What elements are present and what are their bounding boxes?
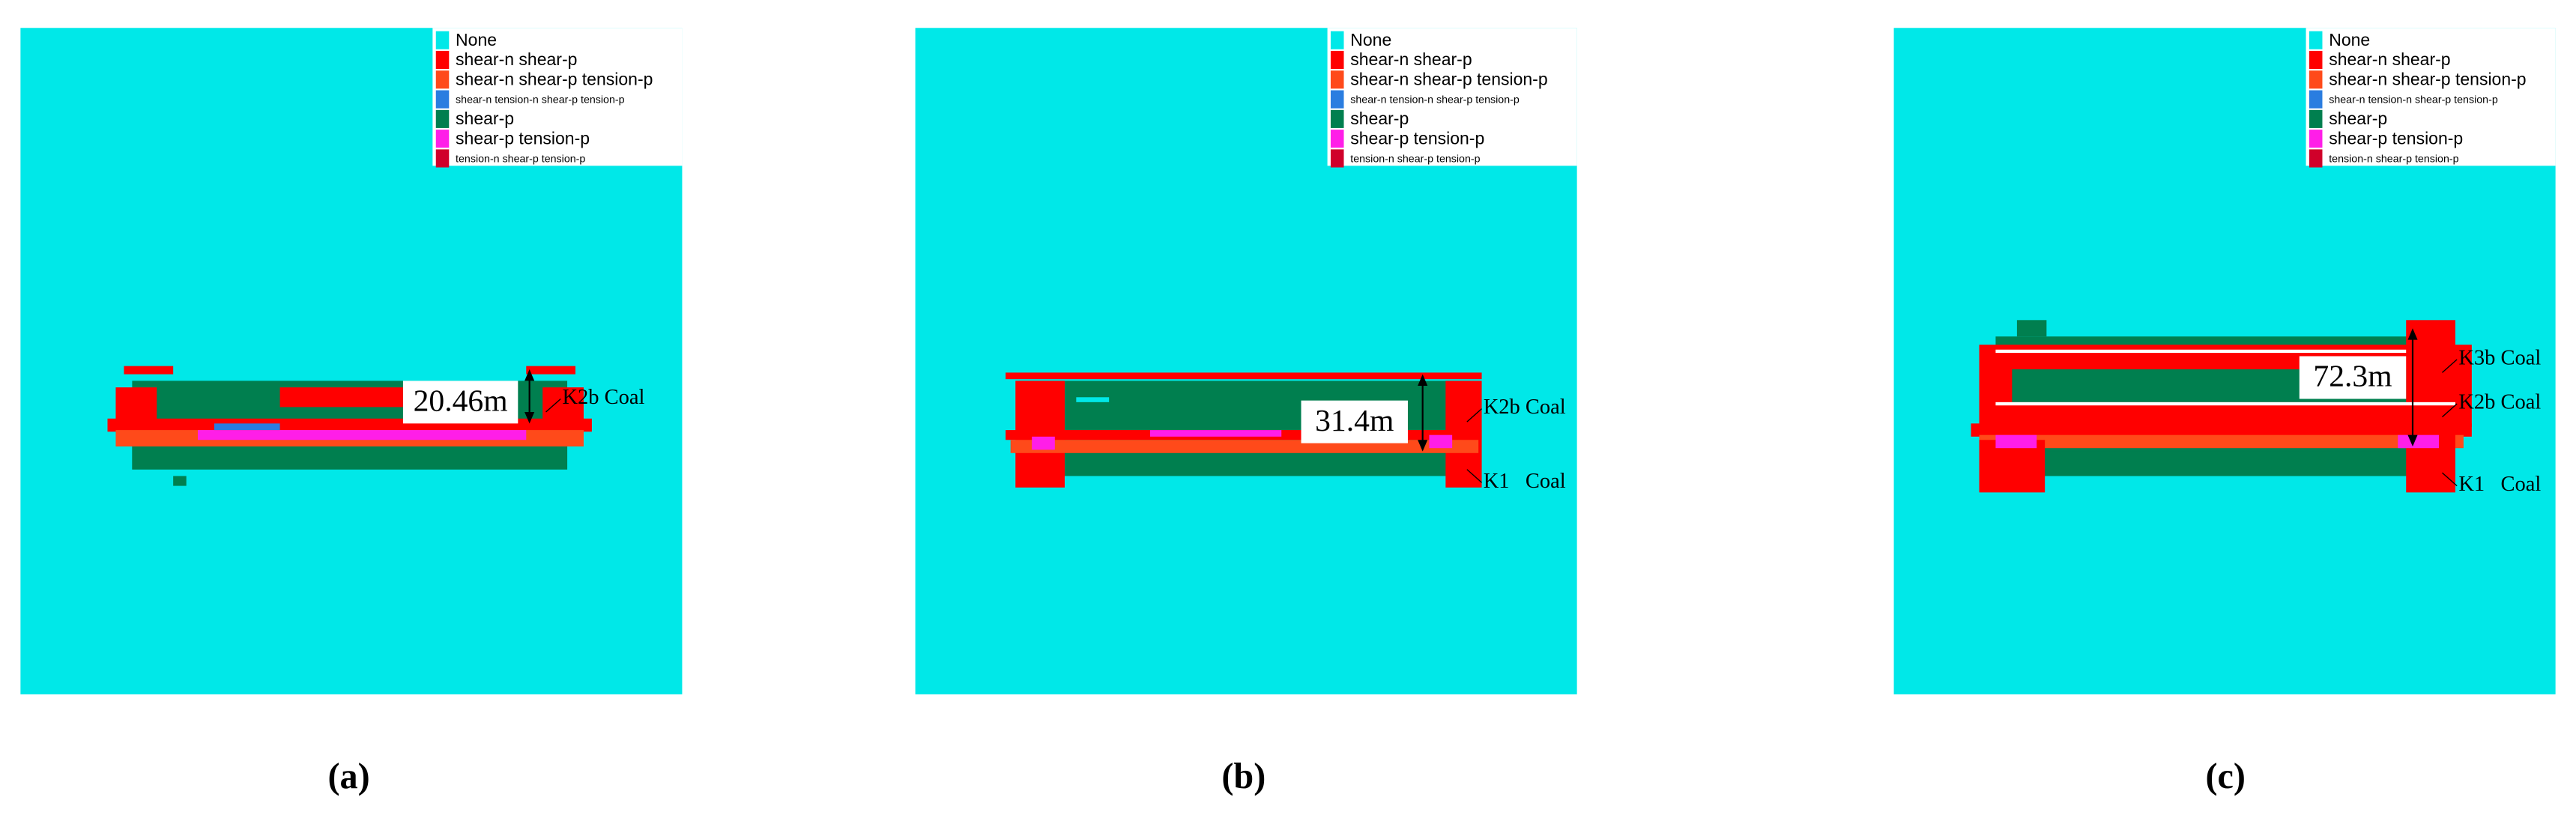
legend-label: None — [456, 30, 497, 49]
panel-caption: (b) — [1221, 757, 1266, 796]
legend-label: shear-n shear-p — [2329, 49, 2450, 69]
seam-pointer — [2442, 359, 2458, 373]
seam-label: K2b Coal — [1484, 396, 1566, 419]
thickness-label: 31.4m — [1315, 404, 1394, 438]
seam-label: K2b Coal — [562, 386, 644, 409]
plastic-zone — [1979, 440, 2046, 493]
legend-label: shear-p — [456, 109, 514, 128]
legend-label: None — [2329, 30, 2370, 49]
legend-background — [1327, 28, 1577, 166]
legend-swatch — [1330, 50, 1344, 70]
plastic-zone — [1076, 397, 1110, 402]
legend-swatch — [1330, 109, 1344, 128]
legend-swatch — [1330, 70, 1344, 89]
legend-label: shear-n tension-n shear-p tension-p — [456, 94, 625, 106]
legend-label: shear-n shear-p tension-p — [456, 69, 653, 88]
plastic-zone — [526, 366, 576, 375]
seam-pointer — [1466, 408, 1483, 422]
legend-label: shear-n shear-p tension-p — [1350, 69, 1547, 88]
plastic-zone — [115, 387, 157, 420]
plastic-zone — [1032, 436, 1055, 450]
plastic-zone — [1971, 423, 2472, 437]
seam-label: K1 Coal — [1484, 470, 1566, 493]
plastic-zone — [1995, 349, 2407, 354]
legend-swatch — [2309, 90, 2323, 109]
legend-label: shear-n shear-p — [456, 49, 577, 69]
legend-label: tension-n shear-p tension-p — [1350, 153, 1480, 165]
legend-label: shear-p tension-p — [2329, 128, 2463, 148]
plastic-zone — [542, 387, 584, 420]
legend-label: shear-p tension-p — [1350, 128, 1484, 148]
plastic-zone — [1995, 434, 2037, 449]
legend-swatch — [2309, 31, 2323, 49]
legend-swatch — [2309, 130, 2323, 148]
legend-swatch — [2309, 109, 2323, 128]
plastic-zone — [2406, 320, 2455, 493]
plastic-zone — [124, 366, 174, 375]
plastic-zone — [107, 418, 592, 432]
plastic-zone — [198, 430, 527, 440]
seam-label: K1 Coal — [2458, 473, 2541, 496]
seam-pointer — [1466, 469, 1483, 483]
legend-swatch — [435, 50, 450, 70]
plastic-zone — [1995, 451, 2455, 476]
legend-swatch — [2309, 149, 2323, 168]
thickness-box — [1301, 400, 1408, 443]
panel-caption: (c) — [2205, 757, 2245, 796]
legend-swatch — [1330, 149, 1344, 168]
legend-swatch — [435, 109, 450, 128]
legend-swatch — [1330, 90, 1344, 109]
plastic-zone — [279, 387, 403, 408]
seam-label: K3b Coal — [2458, 346, 2541, 369]
panel-caption: (a) — [328, 757, 370, 796]
legend-label: shear-n shear-p — [1350, 49, 1472, 69]
legend-swatch — [435, 31, 450, 49]
plastic-zone — [1979, 434, 2464, 449]
legend-swatch — [2309, 50, 2323, 70]
plastic-zone — [1995, 402, 2455, 406]
legend-swatch — [435, 130, 450, 148]
legend-swatch — [1330, 31, 1344, 49]
legend-label: None — [1350, 30, 1391, 49]
legend-swatch — [435, 90, 450, 109]
legend-swatch — [435, 149, 450, 168]
thickness-label: 72.3m — [2313, 360, 2392, 394]
thickness-box — [2299, 356, 2407, 399]
legend-label: tension-n shear-p tension-p — [2329, 153, 2458, 165]
seam-pointer — [2442, 472, 2458, 487]
plastic-zone — [1149, 430, 1282, 437]
seam-pointer — [545, 398, 561, 413]
legend-background — [2306, 28, 2556, 166]
plastic-zone — [1429, 434, 1453, 449]
thickness-box — [402, 381, 518, 424]
plastic-zone — [1006, 372, 1482, 380]
plastic-zone — [132, 446, 568, 470]
legend-swatch — [1330, 130, 1344, 148]
legend-label: shear-n tension-n shear-p tension-p — [2329, 94, 2498, 106]
legend-label: shear-p tension-p — [456, 128, 590, 148]
thickness-label: 20.46m — [414, 384, 508, 419]
legend-label: shear-p — [1350, 109, 1409, 128]
legend-label: shear-p — [2329, 109, 2387, 128]
legend-swatch — [435, 70, 450, 89]
seam-label: K2b Coal — [2458, 391, 2541, 414]
arrow-head — [524, 369, 535, 424]
legend-label: shear-n tension-n shear-p tension-p — [1350, 94, 1520, 106]
plastic-zone — [173, 476, 187, 486]
legend-label: shear-n shear-p tension-p — [2329, 69, 2526, 88]
legend-swatch — [2309, 70, 2323, 89]
plastic-zone — [214, 423, 280, 431]
plastic-zone — [2398, 434, 2440, 449]
seam-pointer — [2442, 403, 2458, 418]
plastic-zone — [1010, 440, 1479, 453]
plastic-zone — [2016, 320, 2047, 337]
legend-background — [432, 28, 683, 166]
legend-label: tension-n shear-p tension-p — [456, 153, 585, 165]
